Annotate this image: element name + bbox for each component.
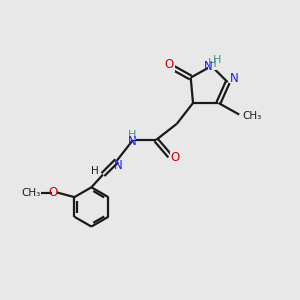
Text: O: O [165, 58, 174, 71]
Text: N: N [114, 159, 122, 172]
Text: N: N [230, 72, 239, 85]
Text: H: H [208, 57, 217, 70]
Text: N: N [128, 135, 136, 148]
Text: H: H [91, 166, 99, 176]
Text: O: O [48, 185, 58, 199]
Text: CH₃: CH₃ [22, 188, 41, 197]
Text: N: N [204, 59, 213, 73]
Text: CH₃: CH₃ [242, 111, 262, 121]
Text: O: O [170, 151, 180, 164]
Text: H: H [213, 55, 221, 65]
Text: H: H [128, 130, 136, 140]
